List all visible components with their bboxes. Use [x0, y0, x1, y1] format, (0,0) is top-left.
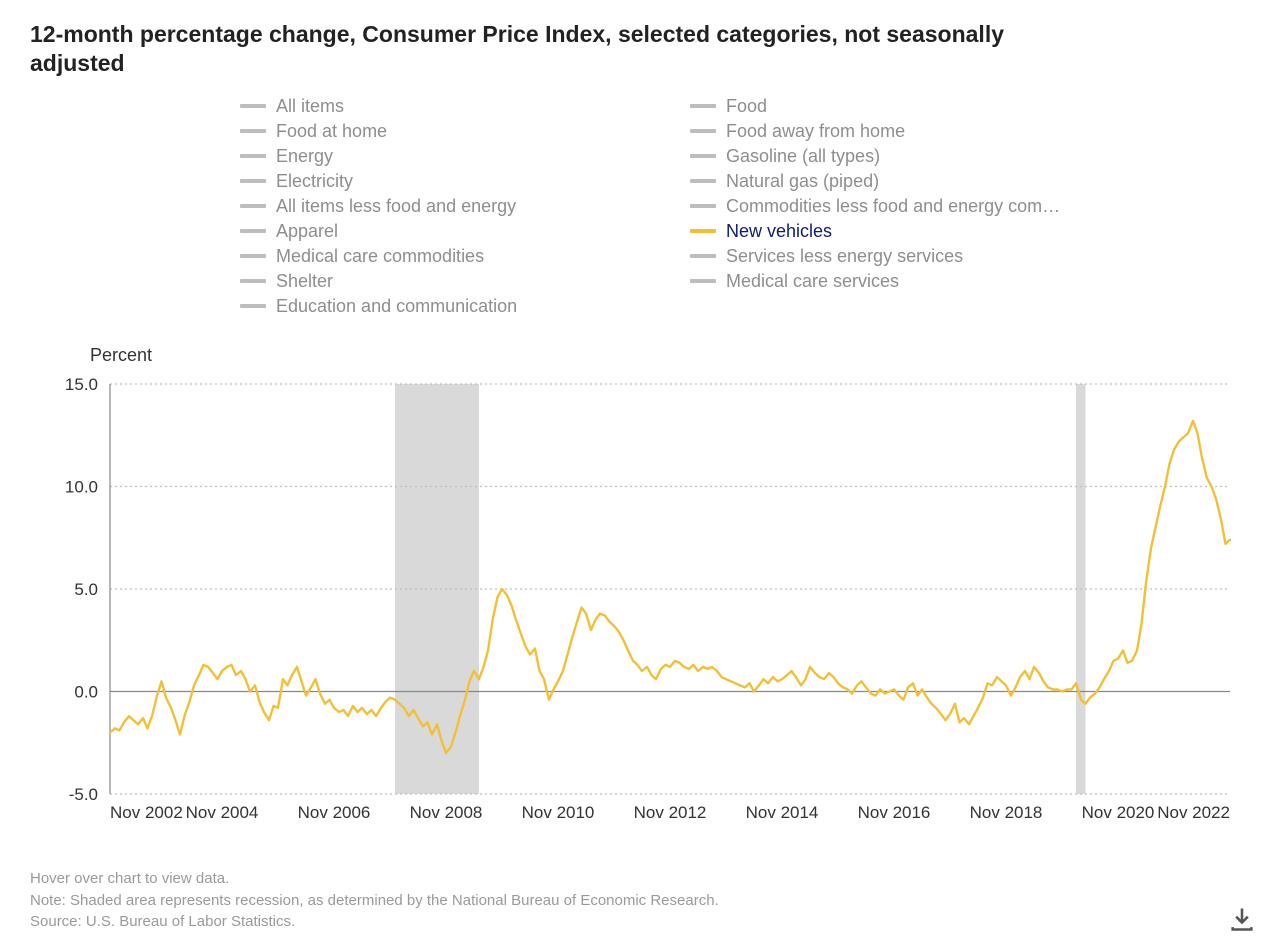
legend-label: Medical care services	[726, 271, 899, 292]
legend-item[interactable]: Food away from home	[690, 121, 1120, 142]
legend-swatch	[690, 179, 716, 183]
legend-swatch	[690, 104, 716, 108]
legend-label: Electricity	[276, 171, 353, 192]
legend-swatch	[240, 154, 266, 158]
legend-swatch	[690, 254, 716, 258]
legend-swatch	[240, 204, 266, 208]
source-note: Source: U.S. Bureau of Labor Statistics.	[30, 911, 719, 933]
legend-swatch	[240, 104, 266, 108]
legend-label: Commodities less food and energy com…	[726, 196, 1060, 217]
legend-swatch	[690, 154, 716, 158]
legend-item[interactable]: Electricity	[240, 171, 670, 192]
legend-item[interactable]: Natural gas (piped)	[690, 171, 1120, 192]
y-axis-label: Percent	[90, 345, 1250, 366]
legend-item[interactable]: New vehicles	[690, 221, 1120, 242]
legend-label: Energy	[276, 146, 333, 167]
legend-item[interactable]: Shelter	[240, 271, 670, 292]
legend-label: Shelter	[276, 271, 333, 292]
legend-swatch	[690, 279, 716, 283]
svg-text:Nov 2020: Nov 2020	[1082, 803, 1155, 822]
svg-text:Nov 2010: Nov 2010	[522, 803, 595, 822]
legend-swatch	[240, 129, 266, 133]
svg-text:0.0: 0.0	[74, 682, 98, 701]
legend-label: All items	[276, 96, 344, 117]
legend-item[interactable]: All items	[240, 96, 670, 117]
svg-text:Nov 2008: Nov 2008	[410, 803, 483, 822]
legend-item[interactable]: Energy	[240, 146, 670, 167]
legend-item[interactable]: Commodities less food and energy com…	[690, 196, 1120, 217]
legend-swatch	[240, 254, 266, 258]
svg-text:Nov 2006: Nov 2006	[298, 803, 371, 822]
svg-text:Nov 2018: Nov 2018	[970, 803, 1043, 822]
svg-text:Nov 2004: Nov 2004	[186, 803, 259, 822]
svg-text:Nov 2012: Nov 2012	[634, 803, 707, 822]
legend-item[interactable]: Gasoline (all types)	[690, 146, 1120, 167]
legend: All items Food Food at home Food away from …	[240, 96, 1120, 317]
legend-swatch	[690, 129, 716, 133]
legend-label: Apparel	[276, 221, 338, 242]
chart-title: 12-month percentage change, Consumer Pri…	[30, 20, 1080, 78]
legend-label: New vehicles	[726, 221, 832, 242]
legend-item[interactable]: Medical care commodities	[240, 246, 670, 267]
svg-text:Nov 2014: Nov 2014	[746, 803, 819, 822]
legend-swatch	[240, 279, 266, 283]
chart-footer: Hover over chart to view data. Note: Sha…	[30, 868, 719, 933]
legend-label: All items less food and energy	[276, 196, 516, 217]
legend-swatch	[690, 204, 716, 208]
legend-item[interactable]: Food at home	[240, 121, 670, 142]
svg-text:10.0: 10.0	[65, 477, 98, 496]
legend-label: Medical care commodities	[276, 246, 484, 267]
legend-item[interactable]: All items less food and energy	[240, 196, 670, 217]
page-root: 12-month percentage change, Consumer Pri…	[0, 0, 1280, 951]
svg-text:Nov 2016: Nov 2016	[858, 803, 931, 822]
line-chart-svg: -5.0 0.0 5.0 10.0 15.0 Nov 2002Nov 2004 Nov 20…	[40, 374, 1240, 834]
legend-item[interactable]: Medical care services	[690, 271, 1120, 292]
svg-text:15.0: 15.0	[65, 375, 98, 394]
legend-item[interactable]: Apparel	[240, 221, 670, 242]
svg-text:Nov 2022: Nov 2022	[1157, 803, 1230, 822]
svg-text:Nov 2002: Nov 2002	[110, 803, 183, 822]
recession-note: Note: Shaded area represents recession, …	[30, 890, 719, 912]
legend-label: Services less energy services	[726, 246, 963, 267]
legend-label: Education and communication	[276, 296, 517, 317]
legend-label: Food	[726, 96, 767, 117]
legend-label: Food at home	[276, 121, 387, 142]
hover-hint: Hover over chart to view data.	[30, 868, 719, 890]
legend-swatch	[240, 304, 266, 308]
chart-area[interactable]: -5.0 0.0 5.0 10.0 15.0 Nov 2002Nov 2004 Nov 20…	[40, 374, 1240, 834]
legend-label: Food away from home	[726, 121, 905, 142]
legend-swatch	[240, 229, 266, 233]
svg-text:-5.0: -5.0	[69, 785, 98, 804]
legend-item[interactable]: Services less energy services	[690, 246, 1120, 267]
legend-item[interactable]: Food	[690, 96, 1120, 117]
svg-text:5.0: 5.0	[74, 580, 98, 599]
legend-label: Gasoline (all types)	[726, 146, 880, 167]
legend-swatch	[240, 179, 266, 183]
legend-swatch	[690, 229, 716, 233]
download-icon[interactable]	[1228, 905, 1256, 933]
legend-label: Natural gas (piped)	[726, 171, 879, 192]
legend-item[interactable]: Education and communication	[240, 296, 670, 317]
